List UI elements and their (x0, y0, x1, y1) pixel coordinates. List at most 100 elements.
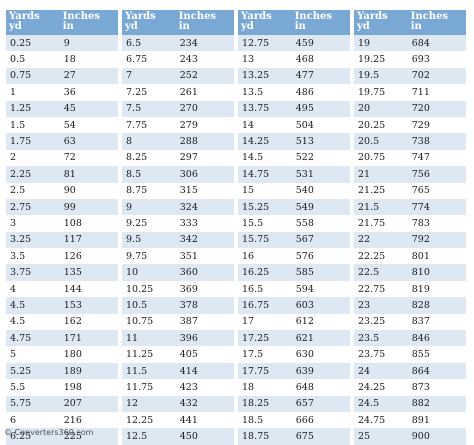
conversion-table-2: Yards yd Inches in 6.5 234 6.75 243 7 252 7.25 261 7… (122, 10, 234, 445)
table-row: 9 324 (122, 198, 234, 216)
yards-value: 15 (238, 182, 292, 199)
inches-value: 630 (291, 346, 350, 363)
yards-value: 20.25 (354, 116, 408, 134)
inches-value: 522 (291, 149, 350, 167)
yards-header-label: Yards (241, 11, 272, 22)
inches-value: 540 (291, 182, 350, 199)
yards-value: 4.5 (6, 313, 60, 331)
inches-value: 594 (291, 280, 350, 298)
yards-value: 17.25 (238, 330, 292, 347)
table-row: 19.5 702 (354, 67, 466, 85)
inches-value: 189 (59, 362, 118, 380)
table-row: 7.5 270 (122, 100, 234, 117)
yards-header-unit: yd (125, 21, 138, 32)
table-row: 7 252 (122, 67, 234, 85)
table-row: 21.25 765 (354, 182, 466, 199)
table-row: 18.75 675 (238, 428, 350, 445)
table-row: 11.25 405 (122, 346, 234, 363)
header-row: Yards yd Inches in (122, 10, 234, 35)
yards-value: 15.75 (238, 231, 292, 249)
yards-value: 0.75 (6, 67, 60, 85)
table-row: 10.75 387 (122, 313, 234, 331)
table-row: 18.25 657 (238, 395, 350, 412)
yards-value: 14 (238, 116, 292, 134)
yards-value: 4.75 (6, 330, 60, 347)
inches-value: 729 (407, 116, 466, 134)
table-row: 11 396 (122, 330, 234, 347)
yards-value: 10.25 (122, 280, 176, 298)
inches-value: 81 (59, 166, 118, 183)
inches-value: 819 (407, 280, 466, 298)
yards-value: 1.75 (6, 133, 60, 150)
table-row: 17 612 (238, 313, 350, 331)
yards-value: 4.5 (6, 297, 60, 314)
inches-value: 360 (175, 264, 234, 281)
inches-value: 504 (291, 116, 350, 134)
table-row: 16.5 594 (238, 280, 350, 298)
table-row: 9.5 342 (122, 231, 234, 249)
yards-value: 8.25 (122, 149, 176, 167)
inches-value: 621 (291, 330, 350, 347)
table-row: 18.5 666 (238, 411, 350, 429)
yards-value: 17.5 (238, 346, 292, 363)
table-row: 24.25 873 (354, 379, 466, 396)
table-row: 16.75 603 (238, 297, 350, 314)
yards-value: 18.5 (238, 411, 292, 429)
inches-value: 180 (59, 346, 118, 363)
yards-value: 6 (6, 411, 60, 429)
inches-value: 864 (407, 362, 466, 380)
inches-value: 756 (407, 166, 466, 183)
inches-header: Inches in (291, 10, 350, 35)
inches-header-unit: in (294, 21, 306, 32)
table-row: 2.5 90 (6, 182, 118, 199)
yards-header-label: Yards (357, 11, 388, 22)
inches-value: 45 (59, 100, 118, 117)
inches-value: 783 (407, 215, 466, 232)
inches-value: 693 (407, 51, 466, 68)
table-row: 24.5 882 (354, 395, 466, 412)
inches-value: 792 (407, 231, 466, 249)
yards-value: 7.75 (122, 116, 176, 134)
yards-value: 3.75 (6, 264, 60, 281)
inches-value: 54 (59, 116, 118, 134)
table-row: 4.5 153 (6, 297, 118, 314)
yards-value: 8 (122, 133, 176, 150)
table-row: 3 108 (6, 215, 118, 232)
table-row: 13 468 (238, 51, 350, 68)
table-row: 3.25 117 (6, 231, 118, 249)
inches-value: 774 (407, 198, 466, 216)
table-row: 12.75 459 (238, 35, 350, 52)
inches-value: 261 (175, 84, 234, 101)
yards-value: 1.5 (6, 116, 60, 134)
yards-value: 12 (122, 395, 176, 412)
inches-value: 801 (407, 248, 466, 265)
inches-header: Inches in (175, 10, 234, 35)
inches-value: 549 (291, 198, 350, 216)
yards-value: 10 (122, 264, 176, 281)
yards-value: 24.25 (354, 379, 408, 396)
yards-value: 9 (122, 198, 176, 216)
table-row: 17.25 621 (238, 330, 350, 347)
table-row: 14.75 531 (238, 166, 350, 183)
table-row: 8.5 306 (122, 166, 234, 183)
table-row: 23.75 855 (354, 346, 466, 363)
table-row: 20 720 (354, 100, 466, 117)
inches-value: 531 (291, 166, 350, 183)
inches-value: 585 (291, 264, 350, 281)
inches-value: 387 (175, 313, 234, 331)
inches-value: 108 (59, 215, 118, 232)
yards-header: Yards yd (122, 10, 176, 35)
yards-value: 16.25 (238, 264, 292, 281)
inches-value: 207 (59, 395, 118, 412)
inches-value: 765 (407, 182, 466, 199)
conversion-table-4: Yards yd Inches in 19 684 19.25 693 19.5 702 19.75… (354, 10, 466, 445)
table-row: 1.5 54 (6, 116, 118, 134)
yards-value: 20 (354, 100, 408, 117)
inches-value: 117 (59, 231, 118, 249)
inches-value: 846 (407, 330, 466, 347)
table-row: 0.5 18 (6, 51, 118, 68)
yards-value: 8.5 (122, 166, 176, 183)
inches-header-label: Inches (410, 11, 449, 22)
inches-value: 459 (291, 35, 350, 52)
table-row: 0.25 9 (6, 35, 118, 52)
